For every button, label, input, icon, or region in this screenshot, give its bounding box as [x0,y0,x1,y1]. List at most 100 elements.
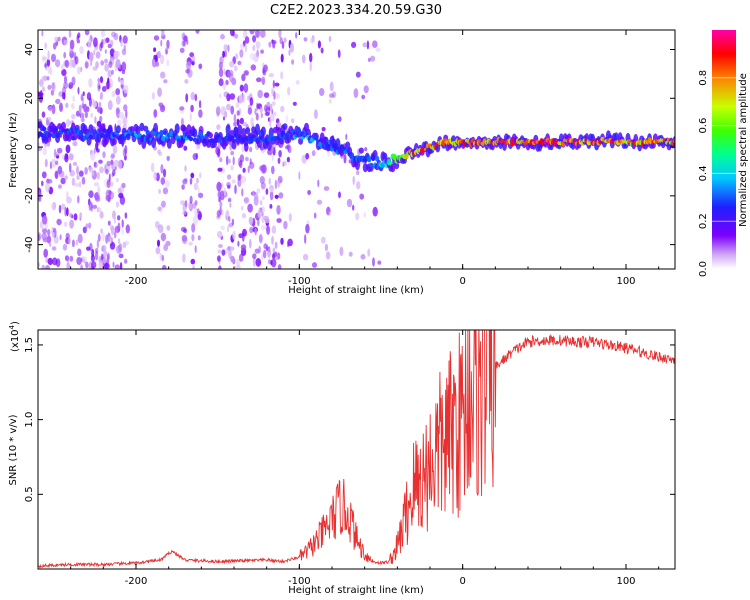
spectrogram-noise-speck [337,49,341,58]
spectrogram-noise-speck [183,228,188,234]
spectrogram-noise-speck [72,95,76,103]
spectrogram-noise-speck [110,159,114,165]
spectrogram-noise-speck [227,44,230,53]
spectrogram-noise-speck [122,35,128,44]
ridge-halo-mark [266,139,272,151]
spectrogram-noise-speck [372,40,378,48]
spectrogram-noise-speck [305,152,310,160]
spectrogram-noise-speck [49,66,52,76]
spectrogram-frame [37,29,676,270]
spectrogram-noise-speck [99,115,103,123]
ridge-halo-mark [362,162,368,173]
spectrogram-noise-speck [160,164,164,174]
ridge-halo-mark [86,136,92,146]
spectrogram-noise-speck [153,109,158,118]
spectrogram-noise-speck [112,261,115,268]
spectrogram-noise-speck [64,175,68,180]
spectrogram-noise-speck [184,165,187,172]
ridge-core-mark [51,133,56,139]
spectrogram-noise-speck [106,179,111,189]
colorbar-tick-label: 0.6 [698,118,709,134]
spectrogram-noise-speck [250,64,256,71]
spectrogram-noise-speck [113,217,116,224]
spectrogram-noise-speck [268,177,271,185]
spectrogram-noise-speck [56,218,62,226]
spectrogram-noise-speck [158,188,162,194]
ridge-halo-mark [174,123,180,134]
spectrogram-noise-speck [62,243,68,251]
snr-y-tick-label: 1.0 [24,412,35,428]
spectrogram-noise-speck [104,58,108,64]
spectrogram-noise-speck [180,117,184,127]
spectrogram-noise-speck [191,234,195,242]
spectrogram-noise-speck [271,101,276,106]
spectrogram-noise-speck [63,221,68,227]
spectrogram-noise-speck [188,241,193,246]
spectrogram-noise-speck [101,39,104,45]
spectrogram-noise-speck [189,177,193,185]
spectrogram-noise-speck [92,204,98,209]
colorbar-ticks: 0.0 0.2 0.4 0.6 0.8 [698,70,736,277]
spectrogram-noise-speck [122,241,127,249]
spectrogram-noise-speck [117,119,122,128]
spectrogram-noise-speck [63,75,68,84]
spectrogram-noise-speck [108,173,111,182]
spectrogram-noise-speck [271,235,274,245]
snr-frame [37,329,676,570]
spectrogram-noise-speck [355,181,361,190]
ridge-halo-mark [192,128,198,138]
spectrogram-noise-speck [287,142,290,153]
spectrogram-noise-speck [153,47,157,52]
spectrogram-noise-speck [194,245,197,254]
spectrogram-noise-speck [237,240,240,247]
spectrogram-noise-speck [84,61,89,69]
spectrogram-noise-speck [249,146,253,153]
spectrogram-noise-speck [278,192,284,199]
spectrogram-noise-speck [216,255,221,262]
spectrogram-noise-speck [222,50,226,58]
spectrogram-noise-speck [91,171,95,177]
spectrogram-noise-speck [263,243,268,250]
spectrogram-noise-speck [165,180,170,188]
spectrogram-noise-speck [153,171,157,181]
spectrogram-noise-speck [219,206,222,216]
spectrogram-noise-speck [239,49,244,58]
spectrogram-y-axis-label: Frequency (Hz) [8,112,19,188]
spectrogram-noise-speck [118,192,124,199]
spectrogram-noise-speck [352,204,355,211]
spectrogram-noise-speck [271,165,275,175]
spectrogram-noise-speck [162,187,169,195]
spectrogram-noise-speck [269,190,274,201]
spectrogram-noise-speck [298,171,301,180]
spectrogram-noise-speck [224,111,228,118]
spectrogram-noise-speck [321,127,326,132]
spectrogram-noise-speck [183,35,188,42]
ridge-halo-mark [151,137,157,149]
spectrogram-noise-speck [233,65,238,72]
spectrogram-noise-speck [84,111,89,119]
spectrogram-noise-speck [239,159,243,169]
spectrogram-noise-speck [163,79,168,84]
spectrogram-noise-speck [241,175,247,184]
spectrogram-noise-speck [196,177,199,184]
spectrogram-noise-speck [329,81,334,92]
spectrogram-noise-speck [266,225,271,235]
colorbar-label: Normalized spectral amplitude [738,73,749,227]
spectrogram-noise-speck [227,197,232,203]
ridge-halo-mark [84,128,90,136]
spectrogram-noise-speck [54,170,59,179]
spectrogram-noise-speck [278,30,282,39]
colorbar: 0.0 0.2 0.4 0.6 0.8 Normalized spectral ampl… [698,30,749,277]
spectrogram-noise-speck [272,80,275,89]
spectrogram-noise-speck [179,47,185,53]
spectrogram-noise-speck [80,117,85,123]
spectrogram-noise-speck [73,213,78,221]
spectrogram-noise-speck [197,235,201,241]
spectrogram-noise-speck [295,32,298,39]
spectrogram-noise-speck [313,109,318,119]
spectrogram-noise-speck [240,244,247,251]
spectrogram-noise-speck [261,78,265,86]
spectrogram-noise-speck [255,41,261,49]
ridge-halo-mark [390,163,396,173]
ridge-halo-mark [129,126,135,133]
